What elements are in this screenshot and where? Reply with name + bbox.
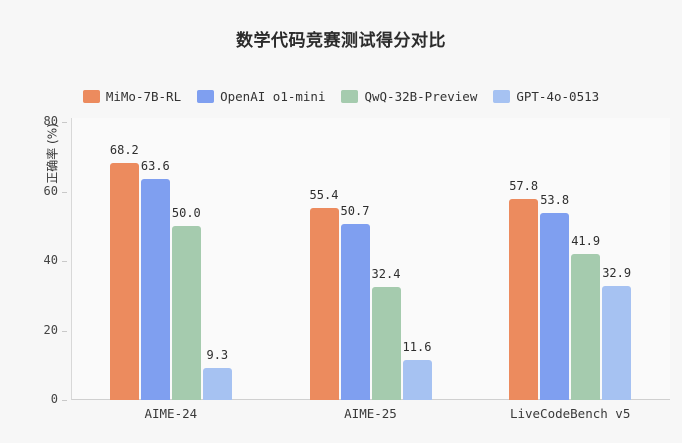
bar-wrapper: 68.2 xyxy=(109,118,139,400)
legend-label: MiMo-7B-RL xyxy=(105,89,182,104)
bar[interactable] xyxy=(602,285,632,400)
bar-value-label: 9.3 xyxy=(206,347,229,362)
y-tick: 40 xyxy=(0,253,71,267)
chart-legend: MiMo-7B-RL OpenAI o1-mini QwQ-32B-Previe… xyxy=(0,89,682,104)
x-axis-label: AIME-25 xyxy=(344,406,397,421)
legend-item-mimo-7b-rl[interactable]: MiMo-7B-RL xyxy=(82,89,182,104)
bar-value-label: 53.8 xyxy=(540,193,570,208)
legend-label: QwQ-32B-Preview xyxy=(364,89,478,104)
bar-wrapper: 55.4 xyxy=(309,118,339,400)
bar-wrapper: 32.4 xyxy=(371,118,401,400)
y-tick-label: 40 xyxy=(43,253,58,267)
y-tick: 20 xyxy=(0,323,71,337)
bar-value-label: 50.7 xyxy=(340,203,370,218)
legend-swatch-icon xyxy=(197,90,215,103)
legend-label: GPT-4o-0513 xyxy=(516,89,600,104)
legend-item-qwq-32b-preview[interactable]: QwQ-32B-Preview xyxy=(341,89,477,104)
tick-mark-icon xyxy=(62,191,67,193)
bar-wrapper: 32.9 xyxy=(602,118,632,400)
bar-wrapper: 11.6 xyxy=(402,118,432,400)
bar-group: 55.4 50.7 32.4 11.6 xyxy=(309,118,432,400)
bar[interactable] xyxy=(371,287,401,400)
legend-swatch-icon xyxy=(341,90,359,103)
tick-mark-icon xyxy=(62,261,67,262)
bar-series-layer: 68.2 63.6 50.0 9.3 55.4 50.7 32.4 11.6 57.8 53.8 4… xyxy=(71,118,670,400)
y-tick: 60 xyxy=(0,184,71,198)
bar-wrapper: 50.0 xyxy=(171,118,201,400)
bar-value-label: 32.9 xyxy=(602,265,632,280)
bar-group: 68.2 63.6 50.0 9.3 xyxy=(109,118,232,400)
plot-area xyxy=(71,118,670,400)
bar-value-label: 57.8 xyxy=(509,179,539,194)
y-tick: 80 xyxy=(0,114,71,128)
bar[interactable] xyxy=(402,359,432,400)
legend-item-gpt-4o-0513[interactable]: GPT-4o-0513 xyxy=(493,89,599,104)
x-axis-label: LiveCodeBench v5 xyxy=(509,406,631,421)
legend-swatch-icon xyxy=(82,90,100,103)
bar[interactable] xyxy=(340,223,370,400)
bar-wrapper: 9.3 xyxy=(202,118,232,400)
legend-label: OpenAI o1-mini xyxy=(220,89,326,104)
bar[interactable] xyxy=(509,199,539,400)
y-tick-label: 0 xyxy=(50,392,58,406)
bar[interactable] xyxy=(109,163,139,400)
bar[interactable] xyxy=(540,213,570,400)
bar[interactable] xyxy=(140,179,170,400)
tick-mark-icon xyxy=(62,122,67,123)
y-tick-label: 20 xyxy=(43,322,58,337)
bar-wrapper: 63.6 xyxy=(140,118,170,400)
x-axis-labels: AIME-24 AIME-25 LiveCodeBench v5 xyxy=(71,406,670,426)
bar-wrapper: 57.8 xyxy=(509,118,539,400)
y-tick-label: 80 xyxy=(43,114,58,128)
tick-mark-icon xyxy=(62,400,67,401)
x-axis-label: AIME-24 xyxy=(144,406,198,421)
bar-wrapper: 50.7 xyxy=(340,118,370,400)
bar-value-label: 55.4 xyxy=(309,187,339,202)
bar-value-label: 63.6 xyxy=(140,159,170,173)
tick-mark-icon xyxy=(62,330,67,332)
y-tick-label: 60 xyxy=(43,183,58,198)
bar-wrapper: 41.9 xyxy=(571,118,601,400)
y-tick: 0 xyxy=(0,392,71,406)
bar[interactable] xyxy=(171,226,201,400)
bar-wrapper: 53.8 xyxy=(540,118,570,400)
legend-swatch-icon xyxy=(493,90,511,103)
bar-value-label: 50.0 xyxy=(171,206,201,221)
bar-value-label: 32.4 xyxy=(371,267,401,282)
bar-value-label: 11.6 xyxy=(402,339,432,354)
bar-group: 57.8 53.8 41.9 32.9 xyxy=(509,118,632,400)
bar[interactable] xyxy=(571,254,601,400)
bar-value-label: 41.9 xyxy=(571,234,601,249)
legend-item-openai-o1-mini[interactable]: OpenAI o1-mini xyxy=(197,89,325,104)
page-title: 数学代码竞赛测试得分对比 xyxy=(236,31,446,51)
bar-value-label: 68.2 xyxy=(109,143,139,158)
bar[interactable] xyxy=(309,207,339,400)
bar[interactable] xyxy=(202,367,232,400)
